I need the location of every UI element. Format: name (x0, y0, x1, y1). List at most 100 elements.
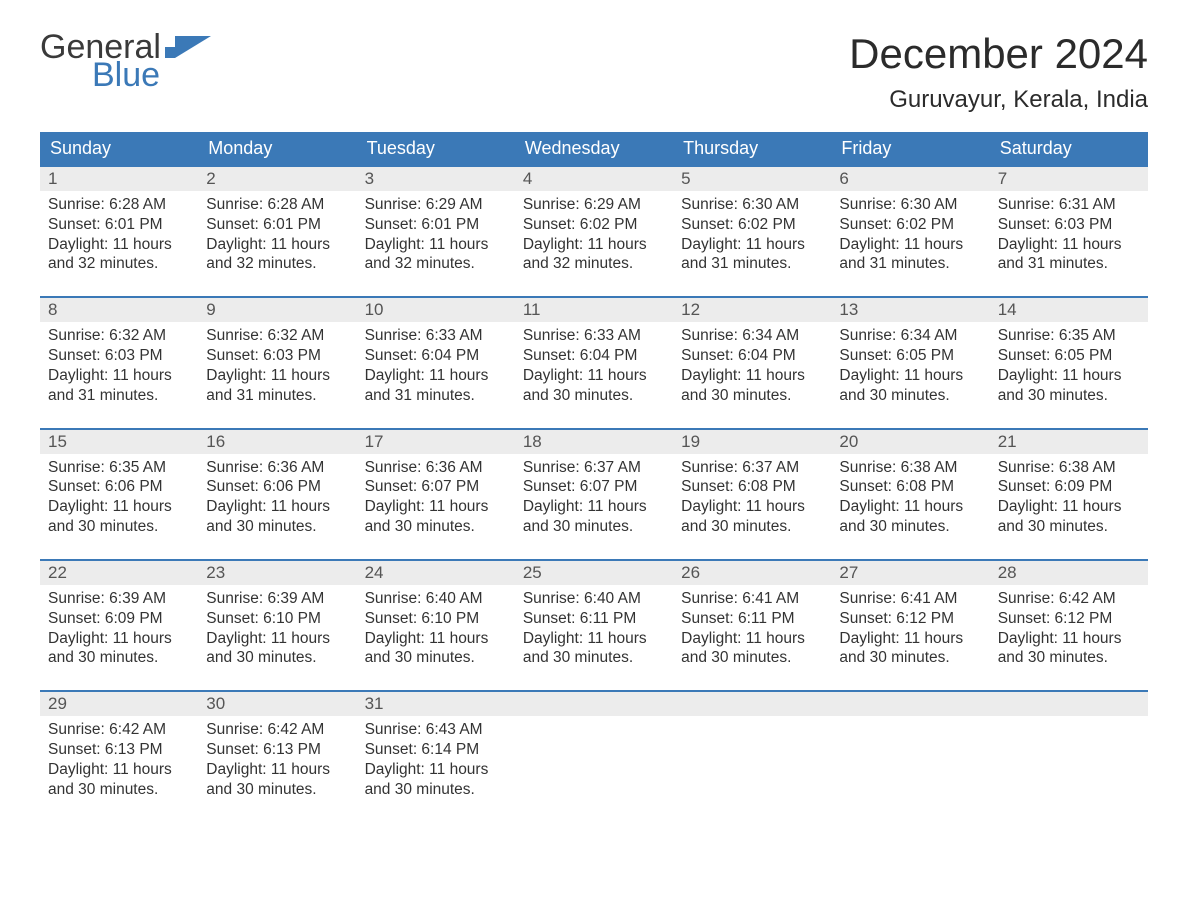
sunrise-line: Sunrise: 6:29 AM (365, 195, 507, 215)
day-details: Sunrise: 6:38 AMSunset: 6:09 PMDaylight:… (990, 454, 1148, 537)
day-details: Sunrise: 6:31 AMSunset: 6:03 PMDaylight:… (990, 191, 1148, 274)
sunrise-line: Sunrise: 6:29 AM (523, 195, 665, 215)
day-details: Sunrise: 6:37 AMSunset: 6:07 PMDaylight:… (515, 454, 673, 537)
sunset-line: Sunset: 6:03 PM (206, 346, 348, 366)
day-details: Sunrise: 6:28 AMSunset: 6:01 PMDaylight:… (198, 191, 356, 274)
day-cell: 23Sunrise: 6:39 AMSunset: 6:10 PMDayligh… (198, 560, 356, 691)
day-details: Sunrise: 6:28 AMSunset: 6:01 PMDaylight:… (40, 191, 198, 274)
sunrise-line: Sunrise: 6:39 AM (48, 589, 190, 609)
sunset-line: Sunset: 6:10 PM (365, 609, 507, 629)
day-number: 24 (357, 561, 515, 585)
sunrise-line: Sunrise: 6:30 AM (681, 195, 823, 215)
sunset-line: Sunset: 6:08 PM (681, 477, 823, 497)
sunset-line: Sunset: 6:14 PM (365, 740, 507, 760)
day-number: 16 (198, 430, 356, 454)
sunset-line: Sunset: 6:01 PM (48, 215, 190, 235)
day-header: Tuesday (357, 132, 515, 166)
day-cell: 10Sunrise: 6:33 AMSunset: 6:04 PMDayligh… (357, 297, 515, 428)
sunset-line: Sunset: 6:10 PM (206, 609, 348, 629)
page-header: General Blue December 2024 Guruvayur, Ke… (40, 30, 1148, 114)
daylight-line-2: and 30 minutes. (998, 648, 1140, 668)
sunrise-line: Sunrise: 6:34 AM (681, 326, 823, 346)
sunrise-line: Sunrise: 6:36 AM (365, 458, 507, 478)
day-header: Friday (831, 132, 989, 166)
empty-day (990, 692, 1148, 716)
sunrise-line: Sunrise: 6:33 AM (365, 326, 507, 346)
sunrise-line: Sunrise: 6:32 AM (206, 326, 348, 346)
daylight-line-1: Daylight: 11 hours (365, 235, 507, 255)
daylight-line-2: and 30 minutes. (998, 517, 1140, 537)
day-cell (831, 691, 989, 821)
day-details: Sunrise: 6:42 AMSunset: 6:13 PMDaylight:… (198, 716, 356, 799)
day-details: Sunrise: 6:36 AMSunset: 6:07 PMDaylight:… (357, 454, 515, 537)
day-details: Sunrise: 6:34 AMSunset: 6:05 PMDaylight:… (831, 322, 989, 405)
logo: General Blue (40, 30, 211, 92)
sunrise-line: Sunrise: 6:28 AM (48, 195, 190, 215)
day-number: 23 (198, 561, 356, 585)
sunset-line: Sunset: 6:12 PM (998, 609, 1140, 629)
daylight-line-2: and 30 minutes. (839, 517, 981, 537)
sunrise-line: Sunrise: 6:35 AM (998, 326, 1140, 346)
day-cell: 12Sunrise: 6:34 AMSunset: 6:04 PMDayligh… (673, 297, 831, 428)
day-number: 7 (990, 167, 1148, 191)
day-details: Sunrise: 6:34 AMSunset: 6:04 PMDaylight:… (673, 322, 831, 405)
day-header: Wednesday (515, 132, 673, 166)
daylight-line-1: Daylight: 11 hours (681, 235, 823, 255)
day-details: Sunrise: 6:29 AMSunset: 6:01 PMDaylight:… (357, 191, 515, 274)
daylight-line-2: and 30 minutes. (998, 386, 1140, 406)
day-details: Sunrise: 6:35 AMSunset: 6:05 PMDaylight:… (990, 322, 1148, 405)
sunset-line: Sunset: 6:09 PM (48, 609, 190, 629)
sunrise-line: Sunrise: 6:34 AM (839, 326, 981, 346)
daylight-line-1: Daylight: 11 hours (998, 366, 1140, 386)
sunset-line: Sunset: 6:13 PM (48, 740, 190, 760)
day-number: 11 (515, 298, 673, 322)
day-details: Sunrise: 6:40 AMSunset: 6:11 PMDaylight:… (515, 585, 673, 668)
day-cell: 30Sunrise: 6:42 AMSunset: 6:13 PMDayligh… (198, 691, 356, 821)
sunset-line: Sunset: 6:11 PM (681, 609, 823, 629)
day-header: Saturday (990, 132, 1148, 166)
sunrise-line: Sunrise: 6:43 AM (365, 720, 507, 740)
sunrise-line: Sunrise: 6:42 AM (48, 720, 190, 740)
day-number: 30 (198, 692, 356, 716)
day-cell: 2Sunrise: 6:28 AMSunset: 6:01 PMDaylight… (198, 166, 356, 297)
day-header: Thursday (673, 132, 831, 166)
day-details: Sunrise: 6:33 AMSunset: 6:04 PMDaylight:… (515, 322, 673, 405)
sunrise-line: Sunrise: 6:30 AM (839, 195, 981, 215)
sunrise-line: Sunrise: 6:41 AM (839, 589, 981, 609)
daylight-line-2: and 30 minutes. (365, 648, 507, 668)
daylight-line-1: Daylight: 11 hours (206, 235, 348, 255)
day-details: Sunrise: 6:30 AMSunset: 6:02 PMDaylight:… (673, 191, 831, 274)
day-number: 12 (673, 298, 831, 322)
day-details: Sunrise: 6:30 AMSunset: 6:02 PMDaylight:… (831, 191, 989, 274)
day-number: 17 (357, 430, 515, 454)
title-block: December 2024 Guruvayur, Kerala, India (849, 30, 1148, 114)
sunset-line: Sunset: 6:07 PM (523, 477, 665, 497)
empty-day (831, 692, 989, 716)
day-cell: 26Sunrise: 6:41 AMSunset: 6:11 PMDayligh… (673, 560, 831, 691)
sunset-line: Sunset: 6:05 PM (839, 346, 981, 366)
day-details: Sunrise: 6:39 AMSunset: 6:09 PMDaylight:… (40, 585, 198, 668)
day-number: 5 (673, 167, 831, 191)
day-cell: 3Sunrise: 6:29 AMSunset: 6:01 PMDaylight… (357, 166, 515, 297)
day-cell: 21Sunrise: 6:38 AMSunset: 6:09 PMDayligh… (990, 429, 1148, 560)
sunrise-line: Sunrise: 6:36 AM (206, 458, 348, 478)
daylight-line-1: Daylight: 11 hours (48, 497, 190, 517)
day-cell: 7Sunrise: 6:31 AMSunset: 6:03 PMDaylight… (990, 166, 1148, 297)
day-cell: 4Sunrise: 6:29 AMSunset: 6:02 PMDaylight… (515, 166, 673, 297)
sunrise-line: Sunrise: 6:31 AM (998, 195, 1140, 215)
sunset-line: Sunset: 6:01 PM (365, 215, 507, 235)
daylight-line-1: Daylight: 11 hours (48, 760, 190, 780)
daylight-line-2: and 30 minutes. (839, 386, 981, 406)
day-cell: 17Sunrise: 6:36 AMSunset: 6:07 PMDayligh… (357, 429, 515, 560)
daylight-line-1: Daylight: 11 hours (523, 629, 665, 649)
daylight-line-1: Daylight: 11 hours (998, 497, 1140, 517)
day-cell (673, 691, 831, 821)
daylight-line-1: Daylight: 11 hours (365, 760, 507, 780)
daylight-line-2: and 32 minutes. (206, 254, 348, 274)
day-details: Sunrise: 6:37 AMSunset: 6:08 PMDaylight:… (673, 454, 831, 537)
day-number: 26 (673, 561, 831, 585)
day-number: 9 (198, 298, 356, 322)
week-row: 8Sunrise: 6:32 AMSunset: 6:03 PMDaylight… (40, 297, 1148, 428)
daylight-line-2: and 30 minutes. (365, 517, 507, 537)
daylight-line-2: and 31 minutes. (839, 254, 981, 274)
